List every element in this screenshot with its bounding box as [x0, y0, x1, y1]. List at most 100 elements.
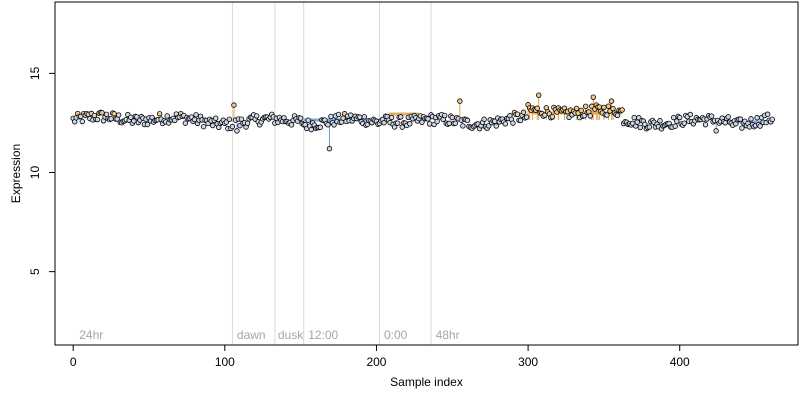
data-point [149, 114, 155, 121]
data-point [637, 124, 644, 131]
data-point [288, 122, 295, 128]
data-point [99, 110, 105, 116]
data-point [708, 113, 715, 119]
data-point [253, 113, 260, 119]
data-point [605, 103, 612, 109]
data-point [657, 118, 663, 124]
data-point [713, 128, 719, 134]
data-point [108, 116, 114, 122]
y-tick-label: 15 [28, 66, 42, 80]
data-point [604, 112, 610, 118]
data-point [739, 125, 745, 131]
data-point [581, 112, 587, 119]
data-point [446, 120, 452, 127]
data-point [115, 112, 122, 118]
data-point [673, 118, 680, 124]
data-point [131, 118, 137, 124]
data-point [193, 112, 199, 118]
data-point [608, 98, 615, 104]
data-point [702, 121, 709, 128]
data-point [520, 109, 527, 115]
x-tick-label: 200 [366, 355, 386, 369]
y-axis-title: Expression [9, 144, 23, 203]
data-point [672, 123, 678, 129]
data-point [441, 112, 448, 119]
data-point [200, 123, 207, 130]
data-point [573, 105, 580, 112]
phase-label: 24hr [79, 328, 103, 342]
data-point [578, 107, 584, 114]
data-point [326, 146, 333, 152]
data-point [209, 122, 216, 129]
data-point [425, 116, 431, 122]
data-point [79, 118, 85, 125]
data-point [234, 128, 240, 134]
data-point [407, 121, 413, 127]
data-point [764, 111, 771, 117]
x-tick-label: 0 [70, 355, 77, 369]
data-point [229, 123, 236, 130]
data-point [419, 119, 425, 125]
data-point [111, 111, 117, 117]
data-point [331, 122, 337, 128]
data-point [361, 114, 368, 120]
data-point [514, 111, 521, 117]
data-point [536, 92, 542, 98]
data-point [449, 114, 455, 121]
phase-label: dawn [237, 328, 266, 342]
data-point [722, 120, 728, 126]
phase-label: 12:00 [308, 328, 338, 342]
data-point [583, 103, 589, 110]
data-point [481, 116, 487, 122]
x-tick-label: 400 [670, 355, 690, 369]
data-point [502, 121, 509, 127]
data-point [619, 107, 625, 113]
phase-labels: 24hr dawn dusk 12:00 0:00 48hr [79, 328, 459, 342]
data-point [485, 123, 492, 129]
data-point [335, 111, 342, 118]
data-point [325, 122, 331, 128]
data-point [769, 116, 775, 123]
data-point [549, 114, 556, 120]
data-point [748, 116, 754, 122]
x-axis: 0 100 200 300 400 [70, 344, 690, 369]
data-point [182, 120, 189, 126]
data-point [534, 105, 540, 111]
y-axis: 5 10 15 [28, 66, 56, 275]
data-point [394, 120, 401, 126]
data-point [381, 120, 387, 126]
y-tick-label: 5 [28, 268, 42, 275]
data-points [70, 92, 775, 152]
phase-label: dusk [278, 328, 304, 342]
data-point [646, 124, 653, 130]
data-point [317, 124, 324, 130]
data-point [523, 114, 530, 120]
data-point [687, 111, 694, 118]
data-point [590, 94, 596, 100]
data-point [601, 104, 607, 111]
data-point [634, 119, 640, 125]
y-tick-label: 10 [28, 166, 42, 180]
data-point [493, 123, 499, 129]
data-point [464, 117, 471, 124]
data-point [452, 120, 459, 126]
data-point [757, 123, 763, 129]
x-tick-label: 300 [518, 355, 538, 369]
data-point [517, 117, 524, 124]
data-point [754, 115, 760, 121]
data-point [725, 114, 731, 120]
data-point [587, 113, 593, 119]
data-point [614, 112, 621, 119]
data-point [213, 115, 219, 121]
phase-label: 0:00 [384, 328, 408, 342]
data-point [460, 123, 466, 129]
data-point [398, 114, 404, 120]
data-point [297, 115, 304, 121]
x-tick-label: 100 [215, 355, 235, 369]
data-point [156, 111, 163, 117]
data-point [357, 114, 363, 120]
data-point [457, 98, 463, 104]
data-point [388, 114, 395, 121]
data-point [144, 121, 151, 128]
